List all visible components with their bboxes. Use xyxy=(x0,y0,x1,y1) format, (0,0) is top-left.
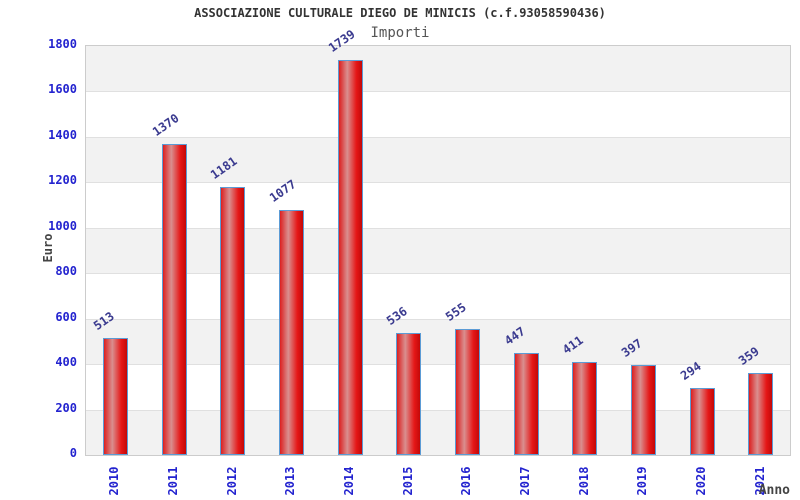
background-band xyxy=(86,46,790,92)
gridline xyxy=(86,318,790,320)
bar-value-label: 1370 xyxy=(149,110,182,139)
y-tick-label: 800 xyxy=(55,264,77,279)
bar-2021 xyxy=(748,373,774,455)
plot-area: 513 1370 1181 1077 1739 536 555 447 411 397 294 359 xyxy=(85,27,791,456)
bar-2020 xyxy=(689,388,715,455)
y-tick-label: 200 xyxy=(55,400,77,415)
x-tick-label-2016: 2016 xyxy=(459,466,474,496)
background-band xyxy=(86,227,790,274)
bar-2013 xyxy=(278,210,304,455)
gridline xyxy=(86,364,790,366)
background-band xyxy=(86,409,790,455)
x-tick-label-2020: 2020 xyxy=(694,466,708,496)
x-tick-label-2018: 2018 xyxy=(576,466,591,496)
y-tick-label: 1400 xyxy=(48,127,77,142)
bar-2019 xyxy=(630,364,656,455)
y-tick-label: 1600 xyxy=(48,82,77,97)
y-tick-label: 1200 xyxy=(48,173,77,188)
y-tick-label: 1000 xyxy=(48,218,77,233)
bar-2018 xyxy=(572,361,598,455)
bar-2010 xyxy=(102,338,128,455)
x-tick-label-2013: 2013 xyxy=(283,466,298,496)
bar-2016 xyxy=(454,328,480,455)
gridline xyxy=(86,136,790,138)
background-band xyxy=(86,136,790,183)
gridline xyxy=(86,182,790,184)
y-tick-label: 600 xyxy=(55,309,77,324)
background-band xyxy=(86,318,790,365)
x-axis-title: Anno xyxy=(758,483,790,498)
chart-title: ASSOCIAZIONE CULTURALE DIEGO DE MINICIS … xyxy=(194,6,606,20)
chart-subtitle: Importi xyxy=(370,25,430,41)
x-tick-label-2019: 2019 xyxy=(635,466,650,496)
x-tick-label-2012: 2012 xyxy=(224,466,239,496)
y-axis-title: Euro xyxy=(41,233,55,263)
y-tick-label: 1800 xyxy=(48,37,77,51)
x-tick-label-2011: 2011 xyxy=(166,466,180,496)
x-tick-label-2014: 2014 xyxy=(342,466,356,496)
gridline xyxy=(86,273,790,275)
x-tick-label-2015: 2015 xyxy=(400,466,415,496)
gridline xyxy=(86,409,790,411)
gridline xyxy=(86,91,790,93)
bar-2014 xyxy=(337,59,363,455)
y-tick-label: 0 xyxy=(69,446,77,460)
bar-2011 xyxy=(161,143,187,455)
gridline xyxy=(86,227,790,229)
x-tick-label-2017: 2017 xyxy=(518,466,532,496)
bar-2017 xyxy=(513,353,539,455)
x-tick-label-2010: 2010 xyxy=(107,466,122,496)
bar-2015 xyxy=(396,333,422,455)
y-tick-label: 400 xyxy=(55,355,77,370)
bar-2012 xyxy=(220,186,246,455)
